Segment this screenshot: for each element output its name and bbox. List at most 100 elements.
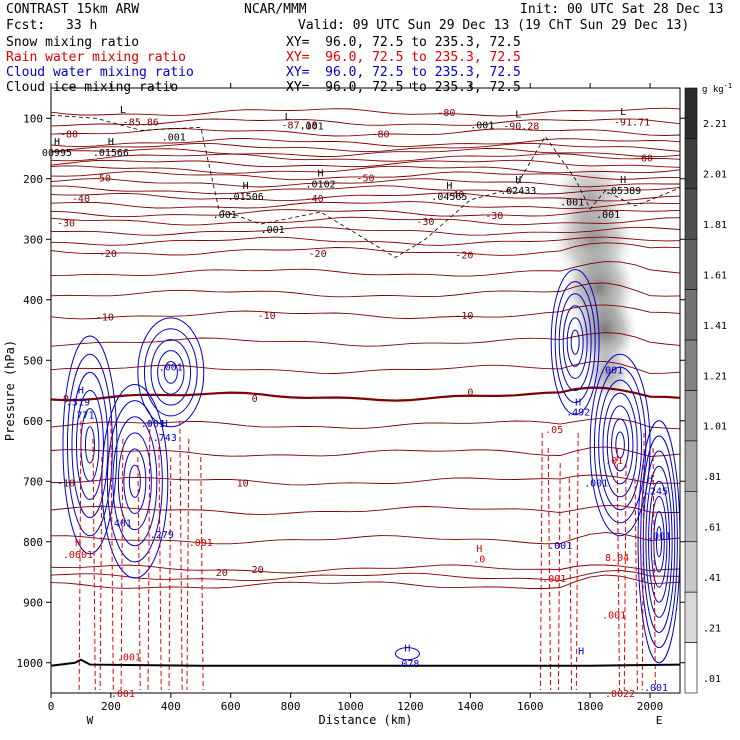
ice-label-3: .001 (213, 210, 237, 221)
ytick-label-6: 700 (23, 475, 43, 488)
cloud-w1-1 (66, 353, 113, 537)
rain-contour-1 (92, 438, 96, 690)
snow-mark-6: H (243, 181, 249, 192)
snow-value-4: 00995 (42, 148, 72, 159)
cloud-w2-5 (128, 464, 141, 498)
isotherm-0-0 (51, 386, 680, 402)
ground-line (50, 658, 681, 667)
temp-label-27: 20 (216, 568, 228, 579)
snow-mark-4: H (54, 137, 60, 148)
rain-label-4: .001 (189, 538, 213, 549)
colorbar-label-0: 2.21 (703, 119, 727, 130)
rain-contour-19 (634, 478, 638, 690)
ytick-label-3: 400 (23, 294, 43, 307)
ytick-label-1: 200 (23, 173, 43, 186)
isotherm-10-0 (51, 474, 680, 486)
ice-label-2: .001 (470, 120, 494, 131)
isotherm--50-2 (51, 185, 680, 195)
isotherm--40-2 (51, 209, 680, 218)
isotherm--80-1 (51, 118, 680, 127)
snow-mark-3: L (620, 107, 626, 118)
cloud-e2-2 (598, 379, 642, 511)
colorbar-seg-5 (684, 339, 698, 391)
cloud-e2-1 (593, 366, 647, 524)
temp-label-13: -30 (57, 218, 75, 229)
isotherm--60-1 (51, 159, 680, 168)
temp-label-1: -87.18 (282, 120, 318, 131)
cloud-e3-1 (640, 435, 678, 649)
snow-value-9: .02433 (500, 186, 536, 197)
cloud-w1-3 (75, 390, 104, 500)
cloud-w2-1 (106, 400, 163, 563)
rain-contour-10 (186, 438, 190, 690)
temp-label-21: -10 (455, 311, 473, 322)
xtick-label-1: 200 (101, 700, 121, 713)
x-end-right: E (656, 714, 663, 727)
rain-label-12: .0022 (605, 689, 635, 700)
rain-contour-9 (179, 420, 183, 690)
xtick-label-4: 800 (281, 700, 301, 713)
field-cloud-water-name: Cloud water mixing ratio (6, 65, 194, 80)
model-title: CONTRAST 15km ARW (6, 2, 140, 17)
isotherm--60-0 (51, 153, 680, 162)
cloud-label-12: .001 (584, 478, 608, 489)
cloud-e3-3 (645, 465, 673, 618)
colorbar-seg-10 (684, 591, 698, 643)
cloud-w3-3 (157, 350, 185, 395)
ytick-label-7: 800 (23, 536, 43, 549)
ice-label-6: .001 (596, 210, 620, 221)
temp-label-11: -40 (306, 194, 324, 205)
cloud-label-5: H (162, 419, 168, 430)
cloud-w1-2 (71, 371, 109, 519)
snow-shade-3 (573, 293, 637, 367)
snow-mark-8: H (446, 181, 452, 192)
isotherm--20-2 (51, 282, 680, 298)
cloud-e2-4 (606, 405, 634, 485)
rain-contour-15 (568, 478, 573, 690)
cloud-label-16: .001 (647, 532, 671, 543)
snow-mark-7: H (318, 169, 324, 180)
cloud-label-11: .492 (566, 408, 590, 419)
snow-value-8: .04565 (431, 192, 467, 203)
snow-mark-1: L (285, 112, 291, 123)
isotherm-10-1 (51, 505, 680, 516)
isotherm--10-0 (51, 304, 680, 320)
temp-label-25: -10 (57, 478, 75, 489)
temp-label-24: 0 (467, 388, 473, 399)
rain-label-1: .01 (605, 456, 623, 467)
isotherm--10-2 (51, 360, 680, 374)
fcst-label: Fcst: (6, 18, 46, 33)
cloud-label-20: .001 (644, 683, 668, 694)
temp-label-0: -85.86 (123, 117, 159, 128)
cloud-w2-3 (117, 432, 152, 531)
xtick-label-5: 1000 (337, 700, 364, 713)
field-snow-xy: XY= 96.0, 72.5 to 235.3, 72.5 (286, 35, 521, 50)
rain-label-2: H (75, 538, 81, 549)
rain-contour-5 (137, 457, 141, 690)
colorbar-seg-0 (684, 87, 698, 139)
cloud-e1-5 (570, 329, 580, 355)
colorbar-label-8: .61 (703, 523, 721, 534)
temp-label-15: -30 (485, 211, 503, 222)
snow-value-7: .0102 (306, 180, 336, 191)
snow-mark-2: L (515, 109, 521, 120)
colorbar-seg-4 (684, 289, 698, 341)
rain-contour-6 (147, 420, 151, 690)
rain-label-6: .0 (473, 555, 485, 566)
isotherm-10-2 (51, 532, 680, 545)
ytick-label-9: 1000 (17, 657, 44, 670)
temp-label-7: -60 (635, 154, 653, 165)
colorbar-label-11: .01 (703, 674, 721, 685)
cloud-e2-0 (589, 353, 651, 537)
temp-label-6: -80 (437, 108, 455, 119)
rain-contour-13 (547, 447, 552, 690)
temp-label-10: -40 (72, 194, 90, 205)
temp-label-2: -90.28 (503, 122, 539, 133)
snow-mark-5: H (108, 137, 114, 148)
isotherm-20-2 (51, 574, 680, 589)
init-time: Init: 00 UTC Sat 28 Dec 13 (520, 2, 724, 17)
cloud-label-4: .001 (141, 419, 165, 430)
colorbar-label-9: .41 (703, 573, 721, 584)
x-axis-label: Distance (km) (319, 713, 413, 727)
